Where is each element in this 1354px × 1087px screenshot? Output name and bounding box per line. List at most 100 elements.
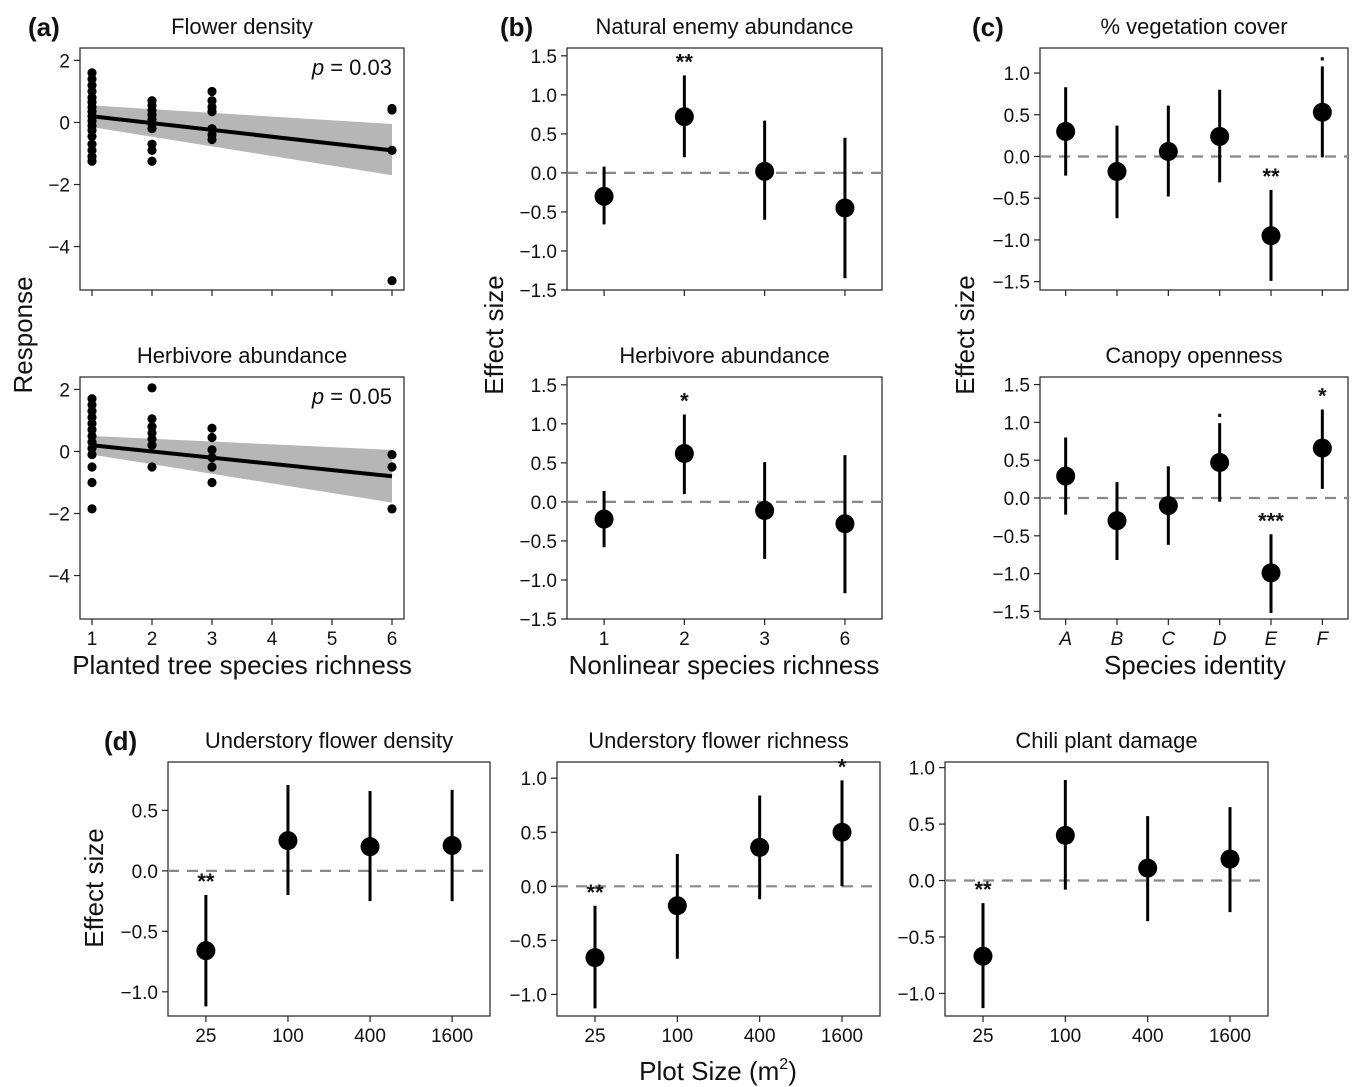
y-tick-label: 1.0: [531, 86, 557, 107]
y-tick-label: −0.5: [519, 532, 557, 553]
y-tick-label: 0: [59, 113, 70, 134]
y-tick-label: 0.5: [132, 801, 158, 822]
x-tick-label: 25: [195, 1026, 216, 1047]
y-tick-label: −1.0: [992, 565, 1030, 586]
estimate-point: [1210, 452, 1230, 472]
y-tick-label: 0.0: [521, 877, 547, 898]
data-point: [207, 462, 217, 472]
y-tick-label: 1.0: [1004, 413, 1030, 434]
y-tick-label: 0.5: [1004, 106, 1030, 127]
chart-title: Understory flower density: [205, 728, 453, 753]
panel-letter-a: (a): [28, 12, 60, 42]
y-tick-label: 0.5: [531, 454, 557, 475]
significance-label: *: [1318, 384, 1327, 409]
significance-label: **: [974, 877, 992, 902]
data-point: [147, 383, 157, 393]
y-tick-label: −2: [48, 505, 70, 526]
estimate-point: [1055, 825, 1075, 845]
significance-label: **: [586, 880, 604, 905]
estimate-point: [973, 946, 993, 966]
data-point: [147, 145, 157, 155]
estimate-point: [1312, 102, 1332, 122]
y-tick-label: 0.0: [531, 493, 557, 514]
plot-frame: [79, 47, 405, 291]
y-tick-label: 0.0: [1004, 147, 1030, 168]
x-tick-label: C: [1161, 629, 1175, 650]
fit-line: [91, 443, 393, 479]
y-tick-label: 0.0: [909, 872, 935, 893]
data-point: [207, 477, 217, 488]
data-point: [147, 124, 157, 134]
a-x-axis-label: Planted tree species richness: [72, 650, 412, 680]
estimate-point: [1158, 141, 1178, 161]
chart-title: Natural enemy abundance: [595, 14, 853, 39]
chart-b1: Natural enemy abundance 1.5 1.0 0.5 0.0 −0.5 −…: [519, 14, 883, 302]
plot-frame: [944, 761, 1269, 1017]
y-tick-label: 0.5: [531, 125, 557, 146]
estimate-point: [594, 509, 614, 529]
y-tick-label: 2: [59, 380, 70, 401]
plot-frame: [566, 47, 883, 291]
x-tick-label: 100: [272, 1026, 304, 1047]
x-tick-label: 1: [599, 629, 610, 650]
plot-frame: [566, 376, 883, 620]
estimate-point: [674, 107, 694, 127]
data-point: [207, 445, 217, 455]
plot-frame: [556, 761, 881, 1017]
chart-title: Understory flower richness: [588, 728, 848, 753]
y-tick-label: −0.5: [519, 203, 557, 224]
estimate-point: [442, 835, 462, 855]
x-tick-label: 100: [661, 1026, 693, 1047]
data-point: [387, 105, 397, 115]
estimate-point: [594, 186, 614, 206]
y-tick-label: 1.0: [521, 769, 547, 790]
data-point: [147, 440, 157, 450]
x-tick-label: 1600: [1209, 1026, 1251, 1047]
data-point: [387, 504, 397, 514]
x-tick-label: 6: [387, 629, 398, 650]
d-x-axis-label-close: ): [788, 1056, 797, 1086]
y-tick-label: −1.0: [519, 571, 557, 592]
y-tick-label: −4: [48, 238, 70, 259]
chart-title: % vegetation cover: [1100, 14, 1287, 39]
y-tick-label: 0.0: [531, 164, 557, 185]
y-tick-label: −1.0: [120, 983, 158, 1004]
estimate-point: [278, 831, 298, 851]
estimate-point: [832, 822, 852, 842]
chart-title: Canopy openness: [1105, 343, 1282, 368]
data-point: [207, 107, 217, 117]
estimate-point: [1210, 126, 1230, 146]
significance-label: ***: [1258, 508, 1284, 533]
estimate-point: [1220, 849, 1240, 869]
b-y-axis-label: Effect size: [479, 275, 509, 394]
plot-frame: [167, 761, 491, 1017]
fit-line: [91, 114, 393, 153]
d-x-axis-label: Plot Size (m2): [639, 1056, 797, 1086]
y-tick-label: −1.0: [897, 984, 935, 1005]
estimate-point: [755, 161, 775, 181]
estimate-point: [1261, 563, 1281, 583]
estimate-point: [750, 837, 770, 857]
y-tick-label: 1.5: [531, 47, 557, 68]
significance-label: **: [1262, 164, 1280, 189]
y-tick-label: −1.0: [519, 242, 557, 263]
x-tick-label: 1: [87, 629, 98, 650]
p-symbol: p: [311, 384, 324, 409]
estimate-point: [1056, 121, 1076, 141]
y-tick-label: 0.0: [132, 862, 158, 883]
x-tick-label: 100: [1049, 1026, 1081, 1047]
x-tick-label: 2: [147, 629, 158, 650]
x-tick-label: 25: [972, 1026, 993, 1047]
chart-title: Chili plant damage: [1015, 728, 1197, 753]
estimate-point: [1107, 162, 1127, 182]
estimate-point: [835, 514, 855, 534]
data-point: [87, 449, 97, 460]
x-tick-label: 400: [1132, 1026, 1164, 1047]
y-tick-label: −4: [48, 567, 70, 588]
y-tick-label: 0.5: [909, 815, 935, 836]
chart-d1: Understory flower density 0.5 0.0 −0.5 −1.0 2…: [120, 728, 491, 1047]
x-tick-label: F: [1317, 629, 1330, 650]
y-tick-label: −1.5: [519, 610, 557, 631]
data-point: [207, 432, 217, 443]
x-tick-label: 2: [679, 629, 690, 650]
